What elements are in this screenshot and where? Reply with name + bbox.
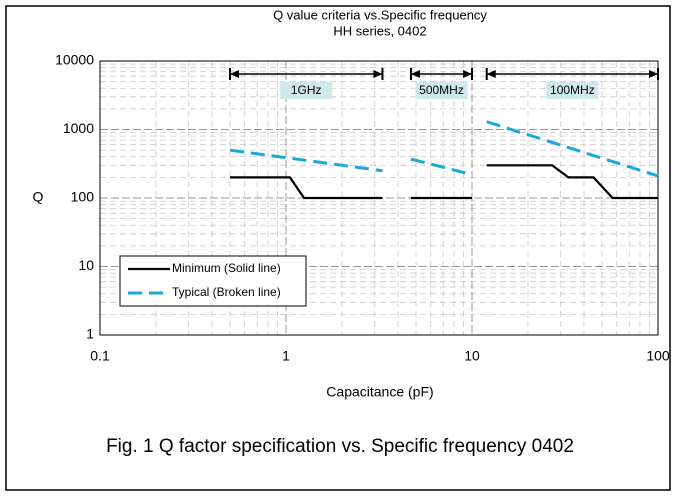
x-tick-label: 0.1 [90, 348, 110, 364]
frame [5, 5, 671, 491]
y-tick-label: 10000 [55, 52, 94, 68]
x-tick-label: 1 [282, 348, 290, 364]
series-line [229, 120, 659, 178]
range-label-bg [546, 82, 599, 99]
y-tick-label: 100 [71, 189, 95, 205]
chart-title: Q value criteria vs.Specific frequency [273, 7, 487, 22]
chart-subtitle: HH series, 0402 [333, 23, 426, 38]
x-axis-label: Capacitance (pF) [326, 384, 433, 400]
y-tick-label: 10 [78, 257, 94, 273]
caption: Fig. 1 Q factor specification vs. Specif… [106, 436, 574, 457]
y-tick-label: 1 [86, 326, 94, 342]
legend-box [119, 255, 307, 307]
series-line [230, 164, 658, 200]
range-label-bg [415, 82, 468, 99]
x-tick-label: 10 [464, 348, 480, 364]
range-label: 100MHz [550, 83, 595, 97]
x-tick-label: 100 [646, 348, 670, 364]
range-label-bg [280, 82, 333, 99]
legend-label: Typical (Broken line) [172, 285, 281, 299]
legend-label: Minimum (Solid line) [172, 261, 281, 275]
range-label: 500MHz [419, 83, 464, 97]
y-axis-label: Q [33, 189, 44, 205]
y-tick-label: 1000 [63, 120, 94, 136]
range-label: 1GHz [291, 83, 322, 97]
